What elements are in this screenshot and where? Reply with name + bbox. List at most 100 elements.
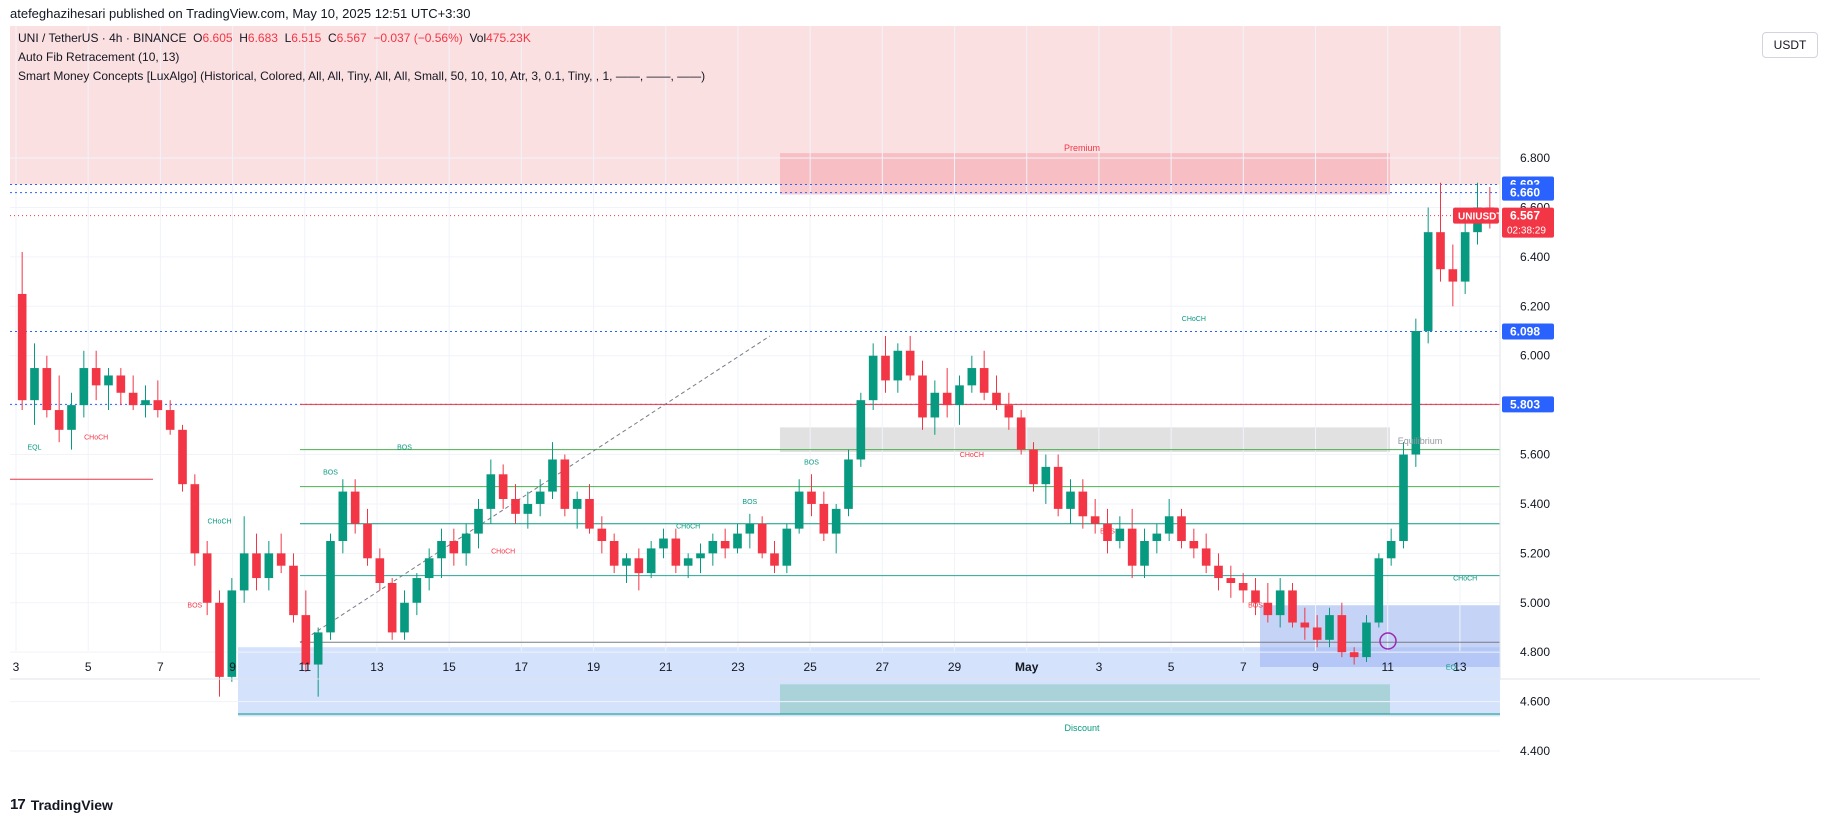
candle-body[interactable] — [708, 541, 718, 554]
candle-body[interactable] — [1041, 466, 1051, 485]
candle-body[interactable] — [1177, 516, 1186, 541]
candle-body[interactable] — [1251, 590, 1260, 603]
candle-body[interactable] — [1263, 602, 1273, 616]
lightning-icon[interactable] — [1379, 632, 1397, 650]
candle-body[interactable] — [486, 474, 496, 509]
candle-body[interactable] — [1066, 491, 1075, 509]
candle-body[interactable] — [202, 553, 212, 603]
candle-body[interactable] — [252, 553, 261, 579]
legend-indicator-fib[interactable]: Auto Fib Retracement (10, 13) — [18, 50, 180, 64]
candle-body[interactable] — [190, 484, 200, 554]
candle-body[interactable] — [1275, 590, 1285, 616]
candle-body[interactable] — [597, 528, 607, 541]
candle-body[interactable] — [881, 355, 890, 381]
candle-body[interactable] — [1300, 622, 1310, 628]
candle-body[interactable] — [757, 523, 767, 554]
candle-body[interactable] — [313, 632, 323, 665]
candle-body[interactable] — [326, 541, 335, 633]
candle-body[interactable] — [42, 368, 52, 411]
candle-body[interactable] — [1362, 622, 1371, 658]
candle-body[interactable] — [622, 558, 631, 566]
candle-body[interactable] — [375, 558, 385, 583]
candle-body[interactable] — [511, 499, 520, 514]
candle-body[interactable] — [1386, 541, 1396, 559]
candle-body[interactable] — [1312, 627, 1322, 640]
candle-body[interactable] — [856, 400, 866, 460]
candle-body[interactable] — [1399, 454, 1408, 541]
candle-body[interactable] — [659, 538, 668, 549]
candle-body[interactable] — [1226, 578, 1236, 583]
candle-body[interactable] — [683, 558, 693, 566]
candle-body[interactable] — [437, 541, 446, 559]
candle-body[interactable] — [104, 375, 113, 386]
currency-unit-button[interactable]: USDT — [1762, 32, 1818, 58]
candle-body[interactable] — [350, 491, 360, 524]
candle-body[interactable] — [363, 523, 372, 559]
candle-body[interactable] — [1423, 232, 1433, 331]
candle-body[interactable] — [1053, 466, 1063, 509]
candle-body[interactable] — [782, 528, 792, 566]
candle-body[interactable] — [165, 410, 175, 430]
candle-body[interactable] — [1115, 528, 1125, 541]
candle-body[interactable] — [634, 558, 644, 574]
candle-body[interactable] — [1374, 558, 1384, 623]
candle-body[interactable] — [1337, 615, 1347, 653]
candle-body[interactable] — [523, 503, 533, 514]
candle-body[interactable] — [646, 548, 656, 574]
candle-body[interactable] — [1214, 565, 1223, 579]
candle-body[interactable] — [955, 385, 964, 406]
candle-body[interactable] — [868, 355, 878, 401]
candle-body[interactable] — [979, 368, 989, 393]
candle-body[interactable] — [918, 375, 927, 418]
candle-body[interactable] — [289, 565, 298, 616]
candle-body[interactable] — [1448, 269, 1458, 282]
legend-indicator-smc[interactable]: Smart Money Concepts [LuxAlgo] (Historic… — [18, 69, 706, 83]
candle-body[interactable] — [227, 590, 237, 677]
candle-body[interactable] — [1090, 516, 1100, 524]
candle-body[interactable] — [609, 541, 619, 566]
candle-body[interactable] — [770, 553, 779, 566]
candlestick-chart[interactable]: EQL CHoCH CHoCH BOS BOS BOS CHoCH CHoCH BOS BOS CH… — [10, 26, 1760, 790]
candle-body[interactable] — [1411, 331, 1421, 455]
candle-body[interactable] — [141, 400, 150, 406]
candle-body[interactable] — [153, 400, 163, 411]
candle-body[interactable] — [1078, 491, 1088, 517]
candle-body[interactable] — [128, 392, 138, 406]
candle-body[interactable] — [338, 491, 348, 541]
candle-body[interactable] — [17, 293, 27, 401]
candle-body[interactable] — [54, 410, 64, 430]
candle-body[interactable] — [1152, 533, 1162, 541]
candle-body[interactable] — [1189, 541, 1199, 549]
candle-body[interactable] — [893, 350, 903, 381]
candle-body[interactable] — [905, 350, 915, 376]
candle-body[interactable] — [1029, 449, 1038, 485]
candle-body[interactable] — [942, 392, 952, 406]
candle-body[interactable] — [585, 499, 594, 529]
candle-body[interactable] — [831, 508, 841, 534]
candle-body[interactable] — [79, 368, 89, 406]
candle-body[interactable] — [967, 368, 977, 386]
candle-body[interactable] — [178, 429, 187, 485]
candle-body[interactable] — [239, 553, 249, 591]
candle-body[interactable] — [1164, 516, 1174, 534]
candle-body[interactable] — [264, 553, 274, 579]
candle-body[interactable] — [1127, 528, 1137, 566]
candle-body[interactable] — [1460, 232, 1470, 282]
candle-body[interactable] — [91, 368, 101, 386]
candle-body[interactable] — [535, 491, 545, 504]
candle-body[interactable] — [461, 533, 471, 554]
candle-body[interactable] — [1004, 405, 1014, 418]
candle-body[interactable] — [116, 375, 126, 393]
candle-body[interactable] — [930, 392, 940, 418]
candle-body[interactable] — [745, 523, 755, 534]
tradingview-logo[interactable]: 17 TradingView — [10, 796, 113, 813]
candle-body[interactable] — [548, 459, 557, 492]
candle-body[interactable] — [400, 602, 409, 633]
candle-body[interactable] — [474, 508, 483, 534]
candle-body[interactable] — [733, 533, 742, 549]
candle-body[interactable] — [387, 583, 397, 633]
candle-body[interactable] — [794, 491, 804, 529]
chart-area[interactable]: EQL CHoCH CHoCH BOS BOS BOS CHoCH CHoCH BOS BOS CH… — [10, 26, 1760, 790]
candle-body[interactable] — [807, 491, 816, 504]
candle-body[interactable] — [992, 392, 1001, 406]
